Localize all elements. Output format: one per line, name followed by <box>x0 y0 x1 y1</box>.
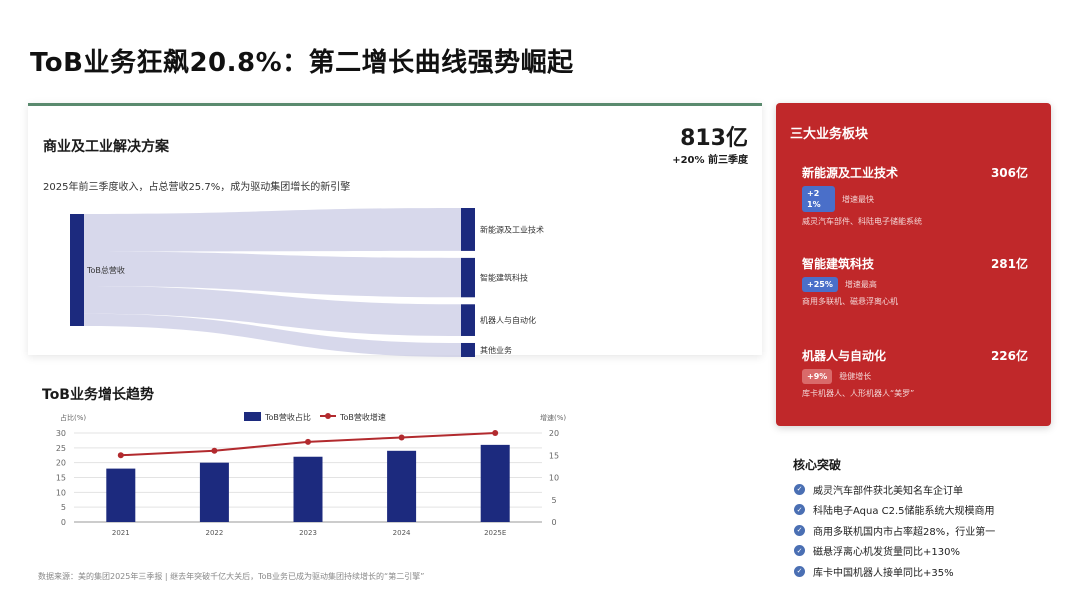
list-item: ✓ 科陆电子Aqua C2.5储能系统大规模商用 <box>794 500 995 521</box>
segment-desc: 库卡机器人、人形机器人“美罗” <box>802 389 915 398</box>
solutions-big-value: 813亿 <box>680 126 748 151</box>
bar <box>387 450 417 522</box>
solutions-desc: 2025年前三季度收入，占总营收25.7%，成为驱动集团增长的新引擎 <box>43 182 351 193</box>
check-icon: ✓ <box>794 565 805 577</box>
segment-name: 智能建筑科技 <box>802 257 875 271</box>
y-tick-left: 0 <box>61 518 66 527</box>
y-tick-right: 0 <box>551 518 556 527</box>
sankey-target-label: 智能建筑科技 <box>480 273 528 283</box>
y-tick-left: 20 <box>56 459 66 468</box>
y-axis-label-right: 增速(%) <box>540 413 566 422</box>
sankey-target-label: 机器人与自动化 <box>480 315 536 325</box>
page-title: ToB业务狂飙20.8%：第二增长曲线强势崛起 <box>30 48 574 78</box>
segment-desc: 威灵汽车部件、科陆电子储能系统 <box>802 217 922 226</box>
y-tick-right: 10 <box>549 474 559 483</box>
y-tick-right: 5 <box>551 496 556 505</box>
growth-badge: +25% <box>802 277 838 292</box>
sankey-target-node <box>461 342 475 357</box>
sankey-target-node <box>461 208 475 251</box>
breakthroughs-list: ✓ 威灵汽车部件获北美知名车企订单 ✓ 科陆电子Aqua C2.5储能系统大规模商用… <box>794 479 995 582</box>
x-tick-label: 2025E <box>484 529 506 537</box>
y-axis-label-left: 占比(%) <box>60 413 86 422</box>
sankey-target-label: 新能源及工业技术 <box>480 224 544 234</box>
bar <box>199 462 229 522</box>
sankey-flow <box>84 286 461 336</box>
y-tick-left: 15 <box>56 474 66 483</box>
sankey-target-label: 其他业务 <box>480 345 512 355</box>
segment-name: 机器人与自动化 <box>802 349 887 363</box>
x-tick-label: 2024 <box>393 529 411 537</box>
legend-label-line: ToB营收增速 <box>339 412 386 422</box>
list-item: ✓ 库卡中国机器人接单同比+35% <box>794 561 995 582</box>
line-point <box>492 430 499 436</box>
bar <box>480 444 510 522</box>
line-point <box>305 438 311 445</box>
segment-name: 新能源及工业技术 <box>802 166 899 180</box>
breakthroughs-title: 核心突破 <box>793 458 842 472</box>
solutions-growth: +20% 前三季度 <box>672 155 748 166</box>
legend-line-point <box>325 413 331 419</box>
sankey-flow <box>84 251 461 298</box>
x-tick-label: 2021 <box>112 529 130 537</box>
legend-label-bar: ToB营收占比 <box>264 412 311 422</box>
legend-swatch-bar <box>244 412 261 421</box>
list-item: ✓ 威灵汽车部件获北美知名车企订单 <box>794 479 995 500</box>
segment-value: 281亿 <box>990 257 1028 271</box>
y-tick-left: 10 <box>56 488 66 497</box>
segment-value: 226亿 <box>990 349 1028 363</box>
sankey-source-label: ToB总营收 <box>86 265 125 275</box>
segment-robotics: 机器人与自动化 226亿 +9% 稳健增长 库卡机器人、人形机器人“美罗” <box>802 347 1028 399</box>
x-tick-label: 2022 <box>205 529 223 537</box>
y-tick-right: 15 <box>549 451 559 460</box>
x-tick-label: 2023 <box>299 529 317 537</box>
y-tick-left: 5 <box>61 503 66 512</box>
badge-note: 增速最快 <box>842 194 874 204</box>
bar <box>293 456 323 522</box>
segment-value: 306亿 <box>990 166 1028 180</box>
y-tick-right: 20 <box>549 429 559 438</box>
growth-badge: +9% <box>802 369 833 384</box>
sankey-target-node <box>461 257 475 298</box>
sankey-source-node <box>70 214 84 326</box>
source-note: 数据来源：美的集团2025年三季报 | 继去年突破千亿大关后，ToB业务已成为驱… <box>38 572 425 581</box>
solutions-card: ToB总营收 新能源及工业技术 智能建筑科技 机器人与自动化 其他业务 商业及工业解决方… <box>28 103 762 357</box>
line-point <box>211 447 218 454</box>
y-tick-left: 30 <box>56 429 66 438</box>
sankey-flows <box>84 208 461 357</box>
trend-title: ToB业务增长趋势 <box>42 387 154 403</box>
check-icon: ✓ <box>794 524 805 536</box>
sankey-target-node <box>461 304 475 336</box>
segment-new-energy: 新能源及工业技术 306亿 +21% 增速最快 威灵汽车部件、科陆电子储能系统 <box>802 164 1028 227</box>
check-icon: ✓ <box>794 545 805 557</box>
segments-title: 三大业务板块 <box>790 127 869 142</box>
badge-note: 稳健增长 <box>839 372 872 381</box>
trend-chart: 0 5 10 15 20 25 30 0 5 10 15 20 占比(%) 增速(%) 2021 2022 20… <box>56 412 566 537</box>
line-point <box>117 452 124 459</box>
segment-desc: 商用多联机、磁悬浮离心机 <box>802 297 898 306</box>
check-icon: ✓ <box>794 483 805 495</box>
list-item: ✓ 商用多联机国内市占率超28%，行业第一 <box>794 520 995 541</box>
growth-badge: +21% <box>802 186 835 212</box>
line-point <box>398 434 405 441</box>
y-tick-left: 25 <box>56 444 66 453</box>
check-icon: ✓ <box>794 504 805 516</box>
solutions-title: 商业及工业解决方案 <box>43 139 169 155</box>
list-item: ✓ 磁悬浮离心机发货量同比+130% <box>794 541 995 562</box>
bar <box>106 468 136 522</box>
segments-card: 三大业务板块 新能源及工业技术 306亿 +21% 增速最快 威灵汽车部件、科陆… <box>776 103 1051 426</box>
segment-smart-building: 智能建筑科技 281亿 +25% 增速最高 商用多联机、磁悬浮离心机 <box>802 255 1028 307</box>
sankey-flow <box>84 313 461 357</box>
sankey-flow <box>84 208 461 252</box>
badge-note: 增速最高 <box>844 280 877 289</box>
